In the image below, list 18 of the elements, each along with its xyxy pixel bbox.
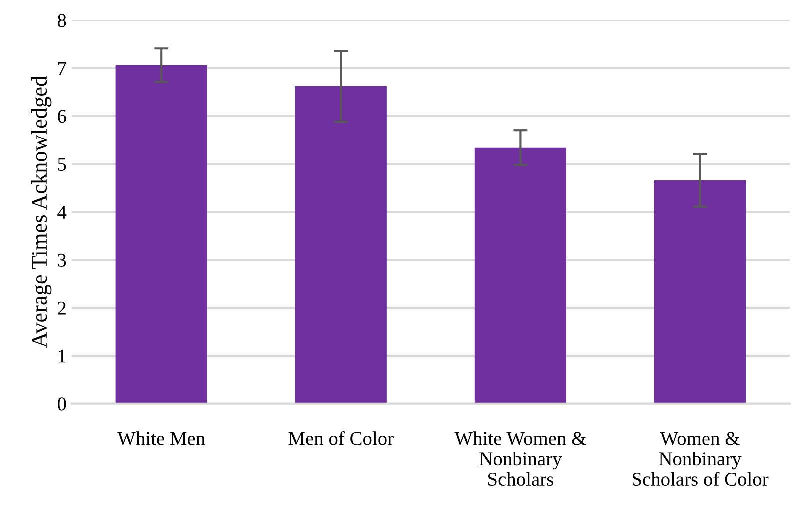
y-tick-label: 0 xyxy=(58,398,66,411)
y-tick-label: 2 xyxy=(58,302,66,315)
bar xyxy=(654,180,746,404)
x-tick-label: White Men xyxy=(118,432,206,446)
y-axis-title: Average Times Acknowledged xyxy=(31,76,52,348)
y-tick-label: 8 xyxy=(58,14,66,28)
bar xyxy=(116,65,208,404)
bar xyxy=(295,86,387,404)
y-tick-label: 1 xyxy=(58,350,66,363)
x-tick-label: White Women & Nonbinary Scholars xyxy=(454,432,586,486)
y-tick-label: 3 xyxy=(58,254,66,267)
y-tick-label: 4 xyxy=(58,206,67,219)
y-tick-label: 6 xyxy=(58,110,66,124)
y-tick-label: 5 xyxy=(58,158,66,172)
y-tick-label: 7 xyxy=(58,62,66,76)
x-tick-label: Men of Color xyxy=(288,431,394,446)
x-tick-label: Women & Nonbinary Scholars of Color xyxy=(632,432,769,486)
bar xyxy=(474,148,566,404)
